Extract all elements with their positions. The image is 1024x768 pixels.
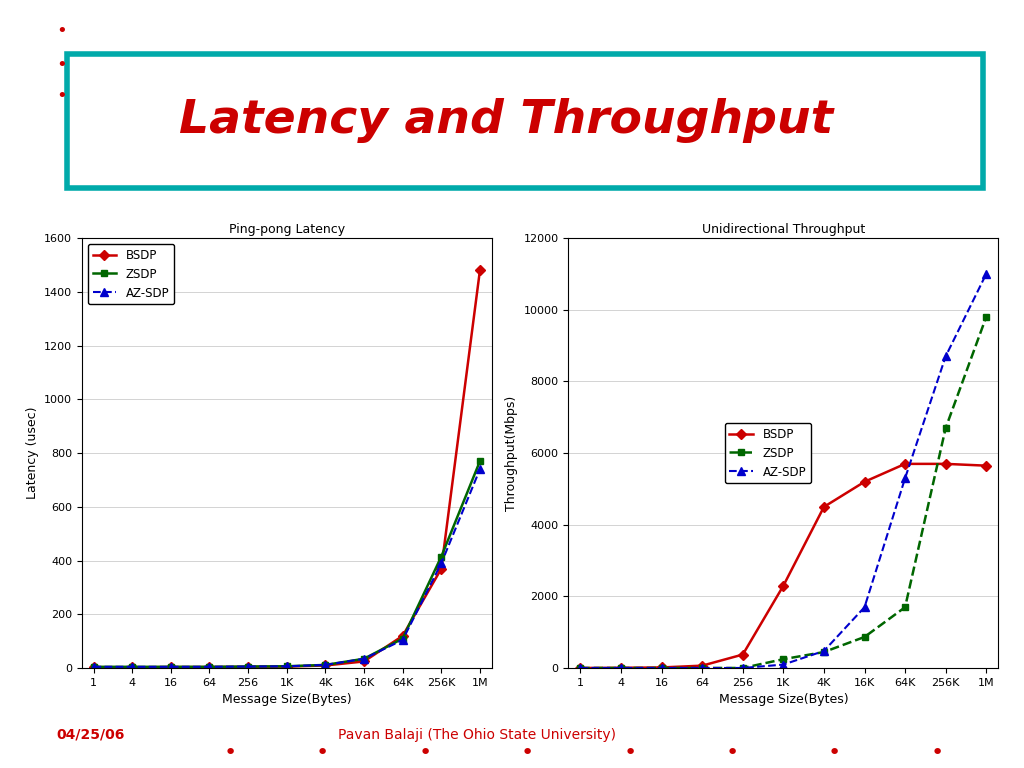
X-axis label: Message Size(Bytes): Message Size(Bytes) (719, 694, 848, 707)
Text: •: • (316, 743, 329, 763)
Title: Unidirectional Throughput: Unidirectional Throughput (701, 223, 865, 236)
Text: •: • (931, 743, 943, 763)
Text: •: • (521, 743, 534, 763)
Text: •: • (726, 743, 738, 763)
Text: Latency and Throughput: Latency and Throughput (179, 98, 834, 144)
Text: Pavan Balaji (The Ohio State University): Pavan Balaji (The Ohio State University) (338, 728, 615, 742)
Text: 04/25/06: 04/25/06 (56, 728, 125, 742)
Legend: BSDP, ZSDP, AZ-SDP: BSDP, ZSDP, AZ-SDP (88, 244, 174, 304)
Text: •: • (419, 743, 431, 763)
Text: •: • (224, 743, 237, 763)
Legend: BSDP, ZSDP, AZ-SDP: BSDP, ZSDP, AZ-SDP (725, 423, 811, 483)
Y-axis label: Throughput(Mbps): Throughput(Mbps) (505, 396, 518, 511)
Text: •: • (56, 56, 67, 74)
Text: •: • (828, 743, 841, 763)
Text: •: • (624, 743, 636, 763)
Title: Ping-pong Latency: Ping-pong Latency (228, 223, 345, 236)
FancyBboxPatch shape (67, 54, 983, 188)
Text: •: • (56, 22, 67, 40)
Text: •: • (56, 87, 67, 105)
X-axis label: Message Size(Bytes): Message Size(Bytes) (222, 694, 351, 707)
Y-axis label: Latency (usec): Latency (usec) (26, 407, 39, 499)
